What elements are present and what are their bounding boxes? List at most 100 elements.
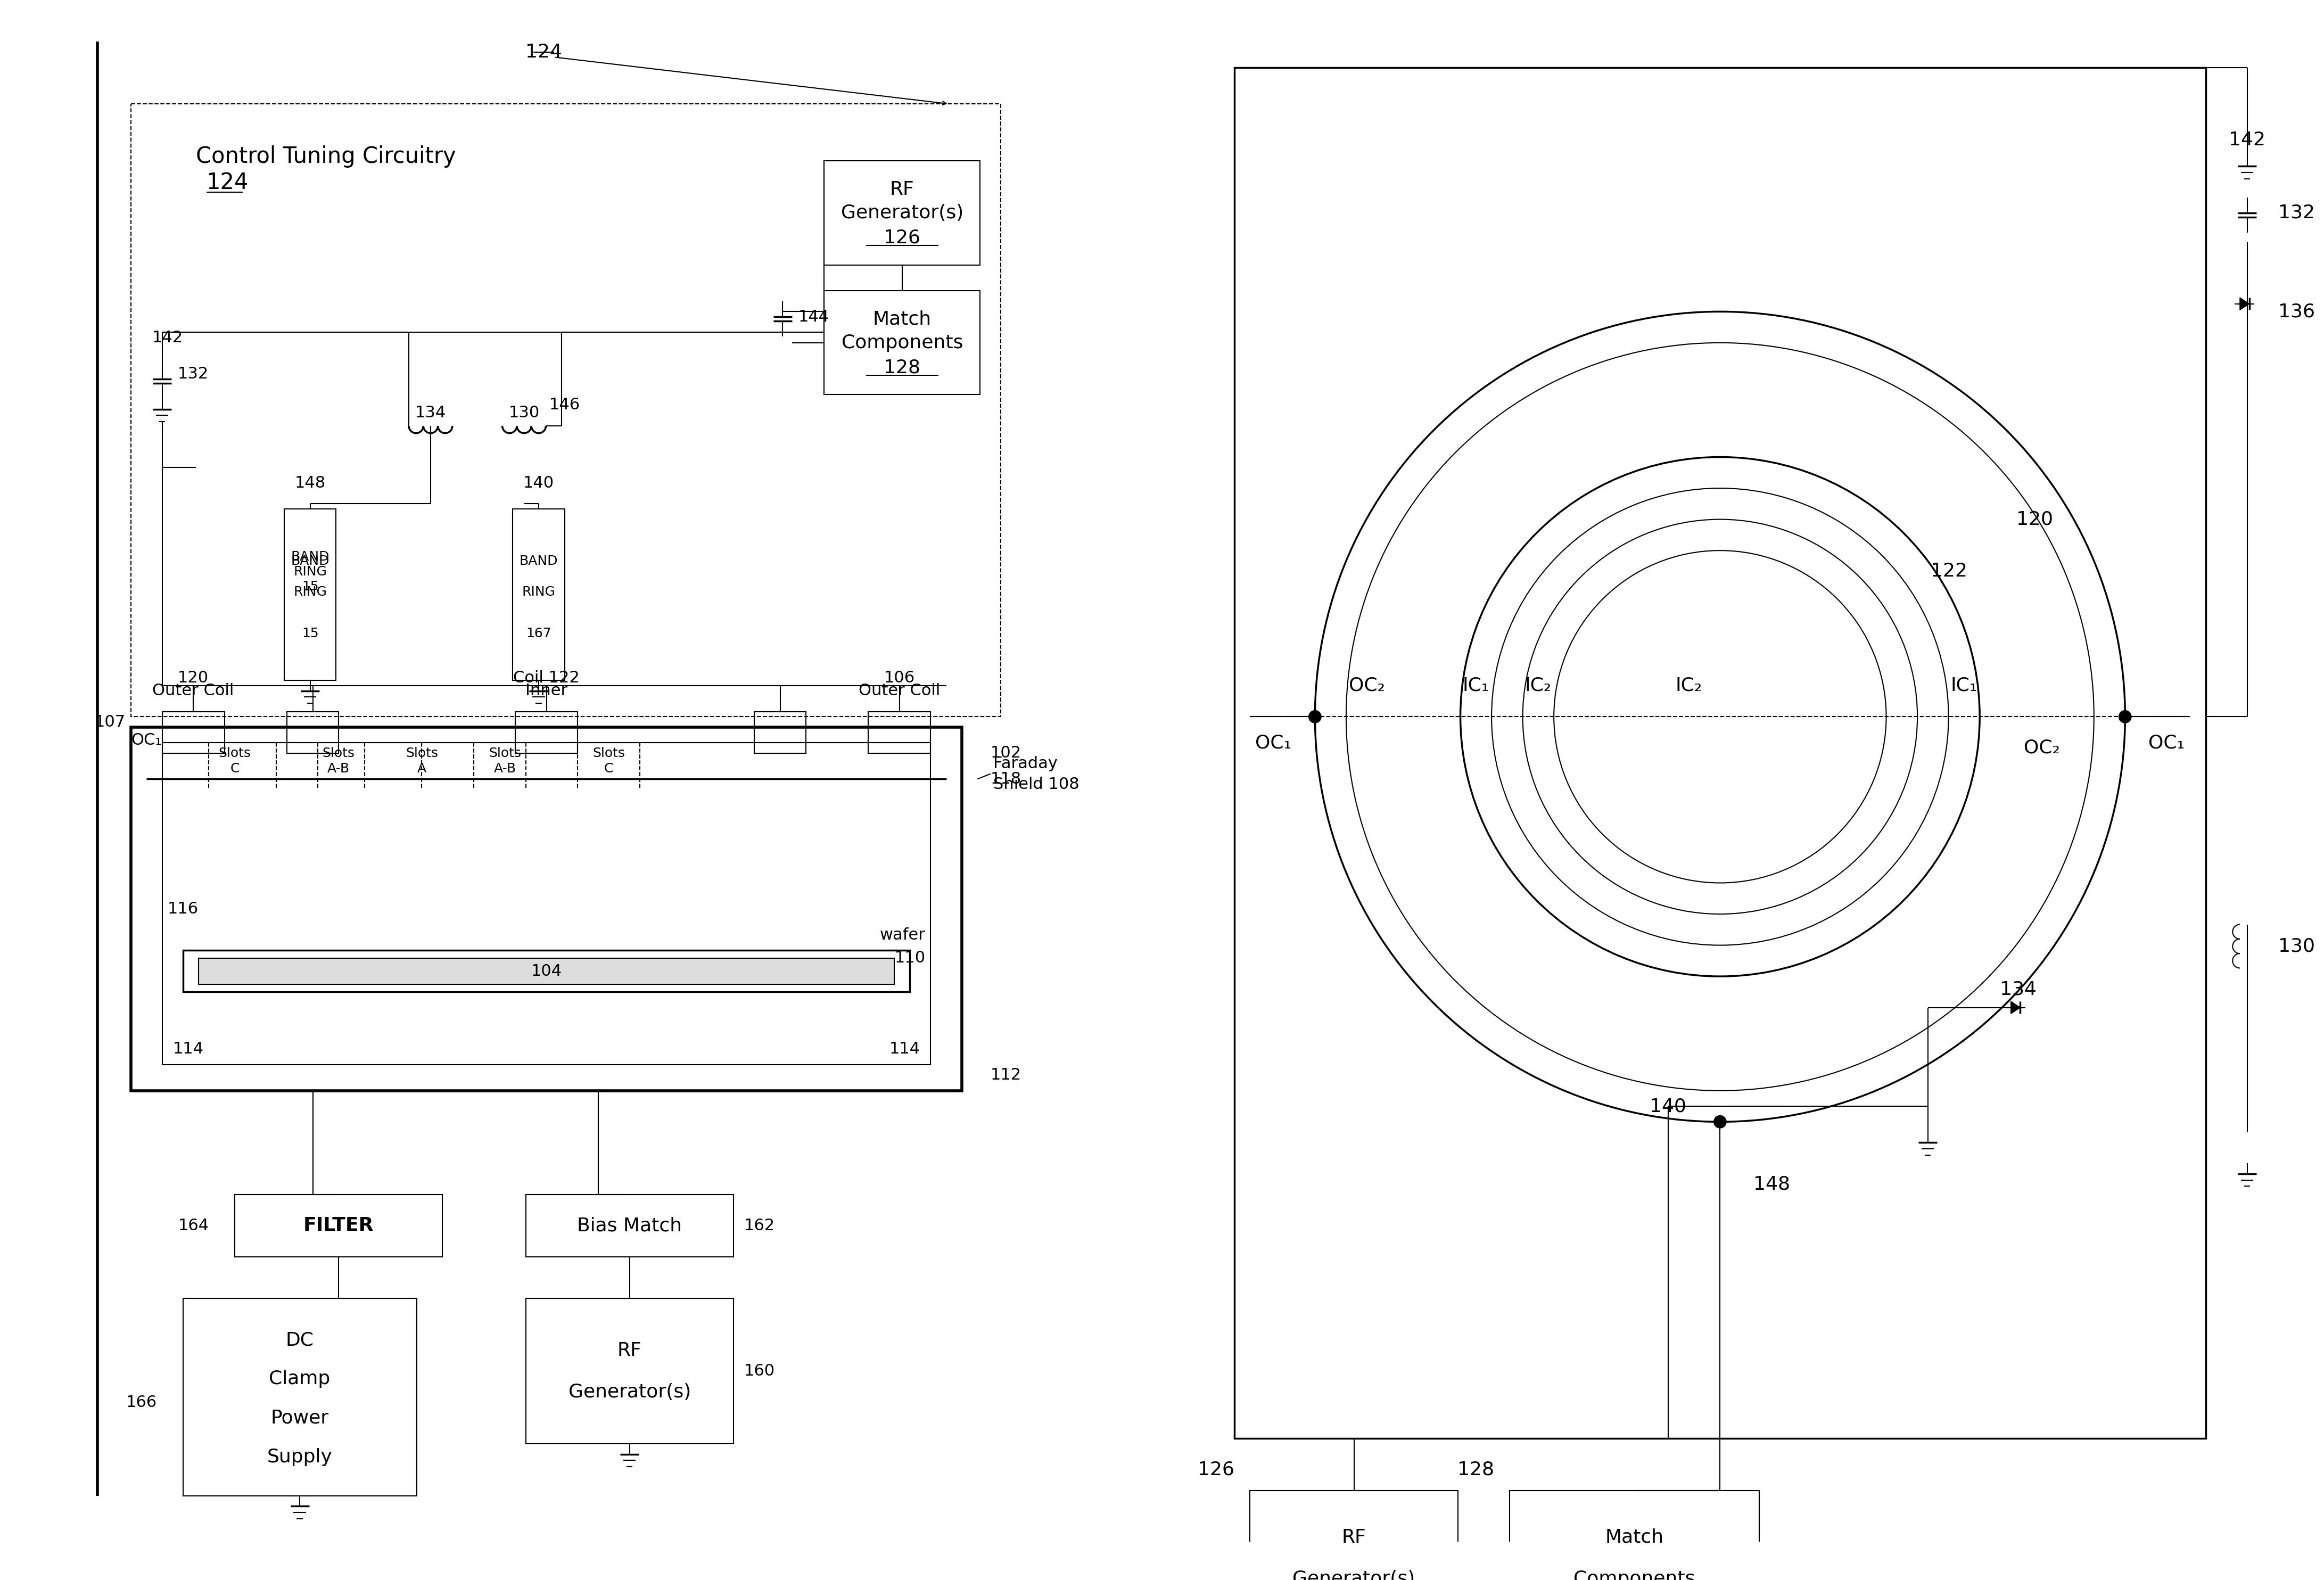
Text: 126: 126	[883, 229, 920, 246]
Text: Outer Coil: Outer Coil	[860, 683, 941, 698]
Text: 144: 144	[797, 310, 830, 324]
Text: RING: RING	[523, 586, 555, 599]
Text: BAND: BAND	[290, 555, 330, 567]
Text: OC₁: OC₁	[1255, 733, 1292, 752]
Text: Slots: Slots	[407, 747, 437, 760]
Bar	[1250, 1490, 1457, 1580]
Text: 128: 128	[883, 359, 920, 376]
Text: 140: 140	[523, 476, 553, 491]
Text: 148: 148	[295, 476, 325, 491]
Text: 148: 148	[1755, 1176, 1789, 1193]
Text: DC: DC	[286, 1330, 314, 1349]
Bar	[825, 291, 981, 395]
Bar	[163, 743, 930, 1065]
Polygon shape	[2010, 1002, 2020, 1014]
Text: IC₁: IC₁	[1950, 676, 1978, 695]
Text: RF: RF	[618, 1341, 641, 1359]
Text: Slots: Slots	[218, 747, 251, 760]
Text: Components: Components	[1573, 1571, 1694, 1580]
Bar	[516, 711, 579, 754]
Text: 15: 15	[302, 627, 318, 640]
Text: Slots: Slots	[323, 747, 356, 760]
Text: IC₂: IC₂	[1525, 676, 1552, 695]
Bar	[130, 104, 1002, 717]
Text: 142: 142	[2229, 131, 2266, 149]
Circle shape	[1308, 711, 1322, 724]
Text: FILTER: FILTER	[304, 1217, 374, 1234]
Text: 120: 120	[2017, 510, 2052, 528]
Bar	[1234, 68, 2205, 1439]
Text: 114: 114	[890, 1041, 920, 1057]
Bar	[130, 727, 962, 1090]
Bar	[825, 161, 981, 265]
Bar	[198, 957, 895, 984]
Text: 124: 124	[525, 43, 562, 62]
Text: A-B: A-B	[493, 762, 516, 776]
Polygon shape	[2240, 297, 2250, 310]
Text: IC₂: IC₂	[1676, 676, 1701, 695]
Bar	[525, 1194, 734, 1256]
Text: 167: 167	[525, 627, 551, 640]
Text: 166: 166	[125, 1395, 158, 1409]
Text: BAND: BAND	[518, 555, 558, 567]
Text: 134: 134	[1999, 980, 2036, 999]
Text: 136: 136	[2278, 302, 2315, 321]
Bar	[235, 1194, 442, 1256]
Text: OC₂: OC₂	[2024, 739, 2059, 757]
Text: Slots: Slots	[593, 747, 625, 760]
Text: wafer: wafer	[881, 927, 925, 943]
Bar	[286, 711, 339, 754]
Bar	[1511, 1490, 1759, 1580]
Text: Generator(s): Generator(s)	[569, 1382, 690, 1401]
Text: C: C	[230, 762, 239, 776]
Text: Outer Coil: Outer Coil	[153, 683, 235, 698]
Text: 132: 132	[2278, 204, 2315, 221]
Text: 116: 116	[167, 901, 198, 916]
Text: 114: 114	[172, 1041, 205, 1057]
Text: OC₁: OC₁	[130, 733, 163, 747]
Text: 162: 162	[744, 1218, 774, 1234]
Bar	[184, 951, 911, 992]
Text: 122: 122	[1931, 562, 1968, 580]
Text: 110: 110	[895, 951, 925, 965]
Text: Supply: Supply	[267, 1447, 332, 1466]
Bar	[163, 711, 225, 754]
Text: 142: 142	[151, 330, 184, 346]
Text: 164: 164	[179, 1218, 209, 1234]
Text: BAND
RING
15: BAND RING 15	[290, 550, 330, 592]
Text: C: C	[604, 762, 614, 776]
Text: 124: 124	[207, 171, 249, 194]
Bar	[284, 509, 337, 681]
Text: Shield 108: Shield 108	[992, 776, 1078, 792]
Text: 118: 118	[990, 771, 1023, 787]
Text: Inner: Inner	[525, 683, 567, 698]
Text: Match: Match	[1606, 1528, 1664, 1547]
Text: Match: Match	[874, 310, 932, 329]
Text: 160: 160	[744, 1364, 774, 1379]
Bar	[514, 509, 565, 681]
Text: 106: 106	[883, 670, 916, 686]
Text: RF: RF	[1341, 1528, 1367, 1547]
Text: Generator(s): Generator(s)	[1292, 1571, 1415, 1580]
Bar	[525, 1299, 734, 1444]
Bar	[869, 711, 930, 754]
Text: IC₁: IC₁	[1462, 676, 1490, 695]
Text: 128: 128	[1457, 1462, 1494, 1479]
Text: 120: 120	[179, 670, 209, 686]
Text: OC₂: OC₂	[1348, 676, 1385, 695]
Text: RING: RING	[293, 586, 328, 599]
Text: 130: 130	[509, 404, 539, 420]
Circle shape	[2119, 711, 2131, 724]
Text: A-B: A-B	[328, 762, 351, 776]
Text: OC₁: OC₁	[2147, 733, 2185, 752]
Text: A: A	[418, 762, 425, 776]
Text: Coil 122: Coil 122	[514, 670, 579, 686]
Text: Components: Components	[841, 333, 962, 352]
Text: 134: 134	[416, 404, 446, 420]
Text: 132: 132	[177, 367, 209, 382]
Text: 102: 102	[990, 746, 1020, 762]
Text: 107: 107	[95, 714, 125, 730]
Text: 112: 112	[990, 1068, 1020, 1082]
Text: Clamp: Clamp	[270, 1370, 330, 1387]
Text: Bias Match: Bias Match	[576, 1217, 681, 1234]
